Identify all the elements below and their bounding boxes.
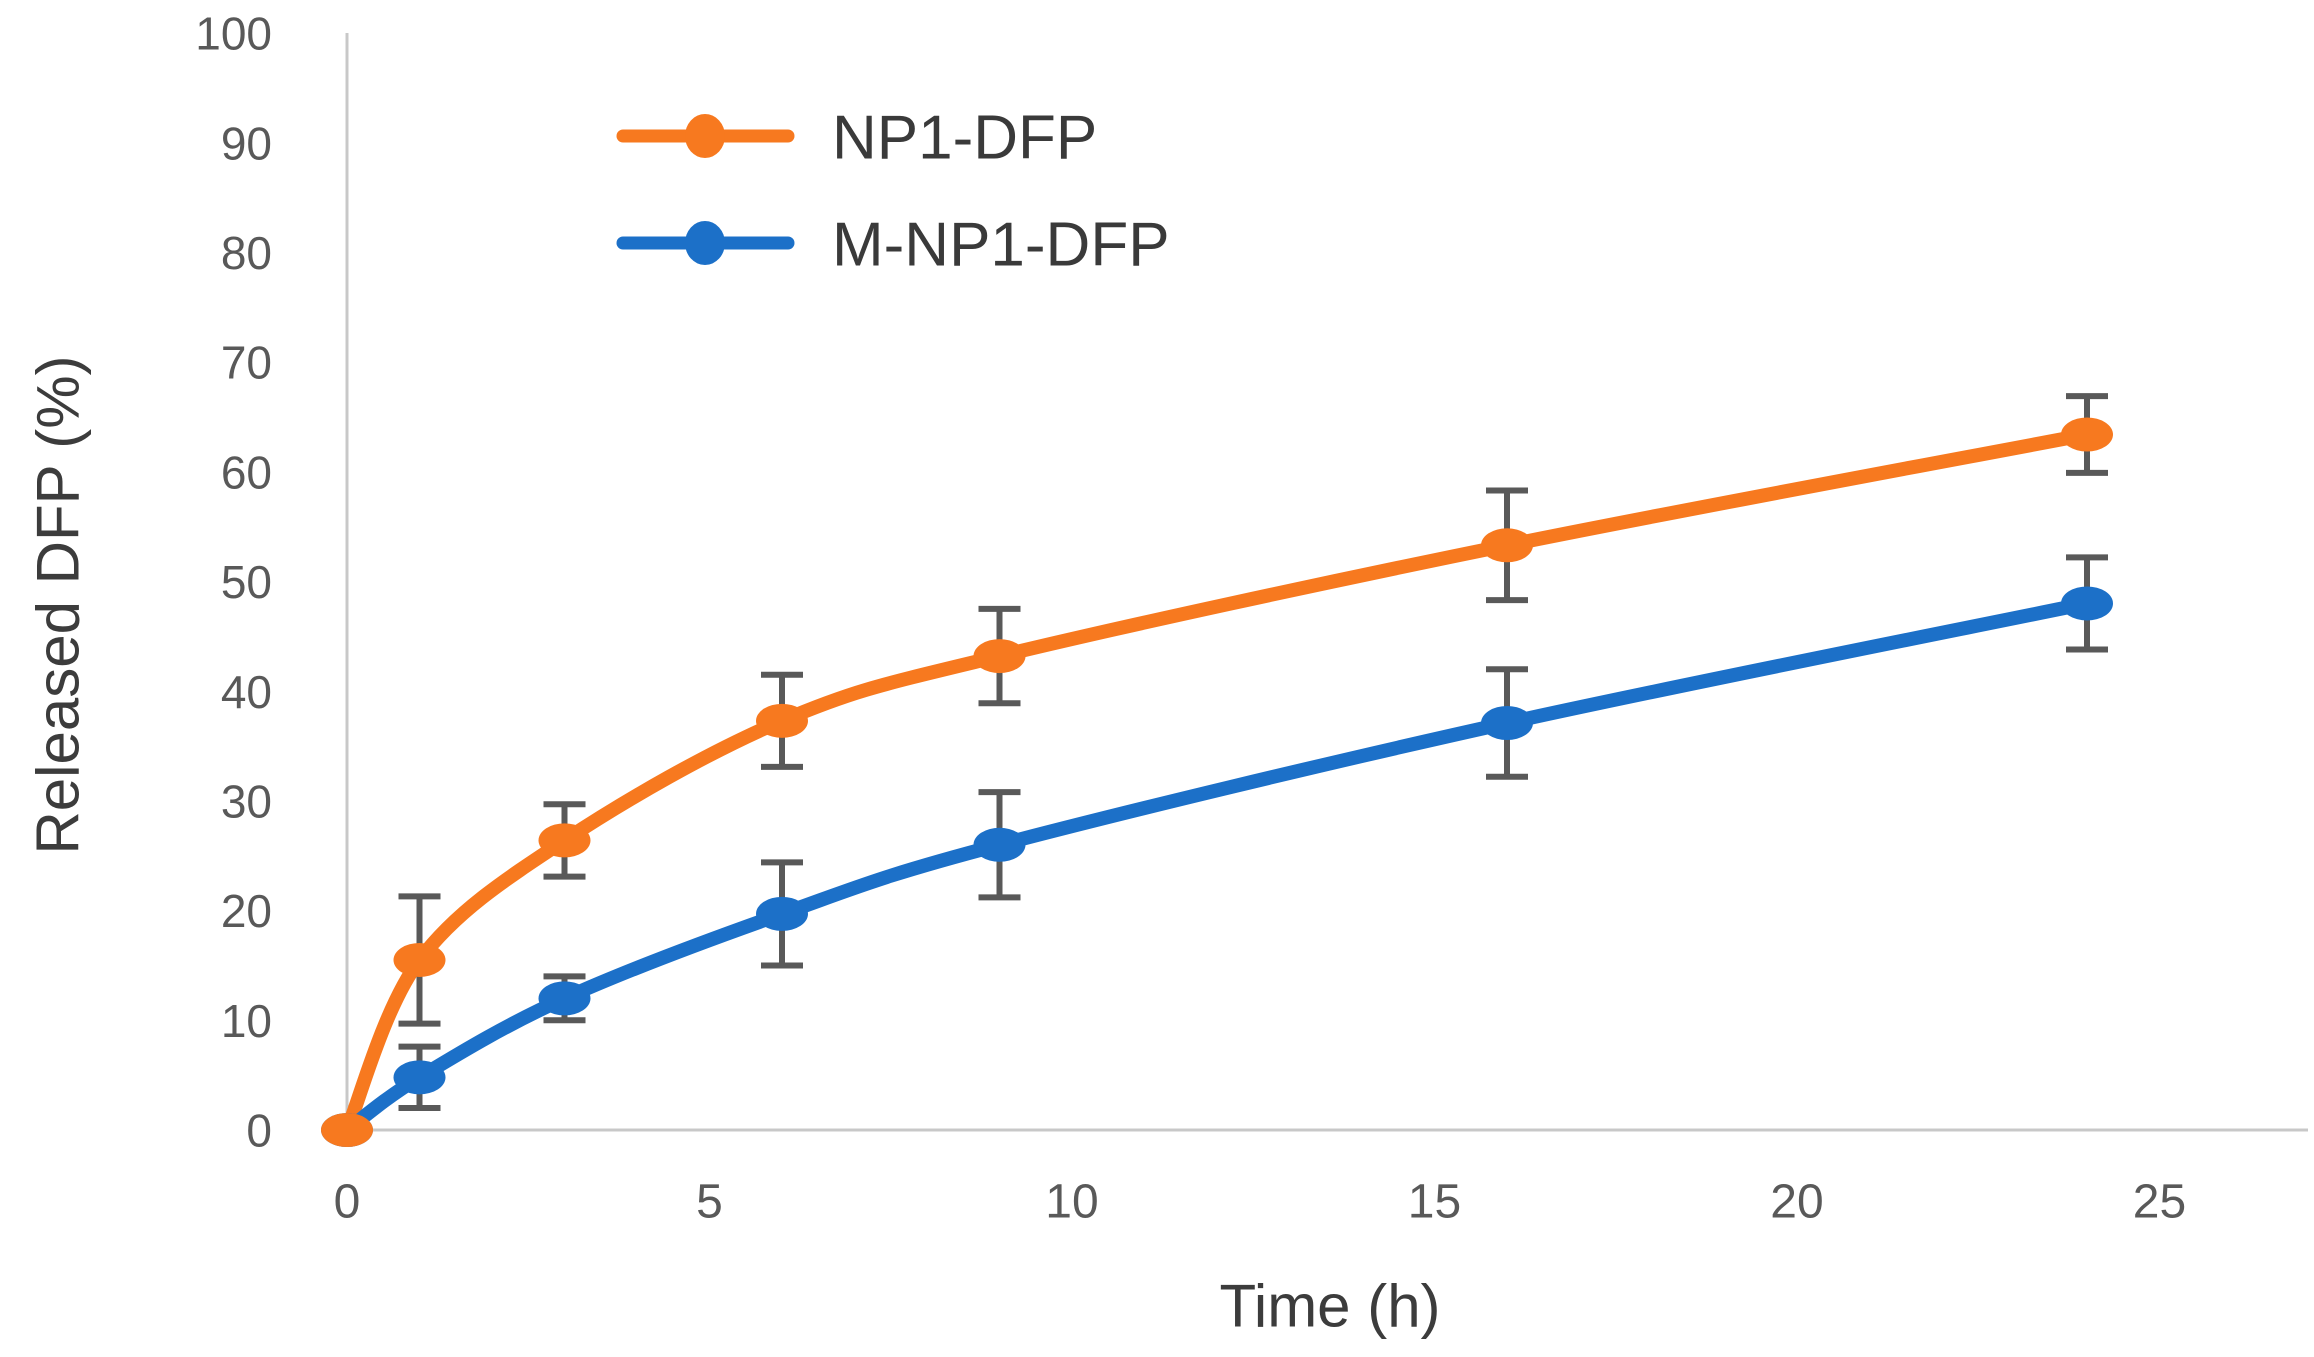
data-point-np1-dfp-t6 <box>756 703 808 738</box>
data-point-np1-dfp-t16 <box>1481 528 1533 563</box>
series-line-m-np1-dfp <box>340 596 2094 1137</box>
series-m-np1-dfp <box>340 554 2108 1137</box>
data-point-m-np1-dfp-t6 <box>756 896 808 931</box>
legend-marker-np1-dfp <box>685 114 725 158</box>
y-axis-title: Released DFP (%) <box>25 355 92 854</box>
y-tick-label-70: 70 <box>221 337 272 389</box>
y-tick-label-90: 90 <box>221 117 272 169</box>
x-tick-label-25: 25 <box>2133 1175 2186 1228</box>
y-tick-label-60: 60 <box>221 446 272 498</box>
data-point-m-np1-dfp-t1 <box>393 1060 446 1095</box>
series-np1-dfp <box>340 393 2108 1137</box>
x-tick-label-0: 0 <box>334 1175 361 1228</box>
data-point-np1-dfp-t9 <box>973 639 1026 674</box>
legend: NP1-DFP M-NP1-DFP <box>616 103 1170 279</box>
data-point-m-np1-dfp-t9 <box>973 827 1026 862</box>
data-point-m-np1-dfp-t16 <box>1481 706 1533 741</box>
data-series-layer <box>321 393 2113 1147</box>
x-axis-title: Time (h) <box>1219 1273 1440 1340</box>
y-tick-label-80: 80 <box>221 227 272 279</box>
legend-label-np1-dfp: NP1-DFP <box>832 103 1097 172</box>
series-line-np1-dfp <box>340 427 2094 1137</box>
x-tick-label-20: 20 <box>1770 1175 1823 1228</box>
axes: 0 10 20 30 40 50 60 70 80 90 100 0 5 10 15 20 25 <box>195 8 2308 1228</box>
data-point-np1-dfp-t24 <box>2061 417 2113 452</box>
legend-item-m-np1-dfp: M-NP1-DFP <box>616 210 1170 279</box>
data-point-m-np1-dfp-t24 <box>2061 586 2113 621</box>
legend-item-np1-dfp: NP1-DFP <box>616 103 1097 172</box>
y-tick-label-20: 20 <box>221 885 272 937</box>
y-tick-label-40: 40 <box>221 666 272 718</box>
x-tick-label-5: 5 <box>696 1175 723 1228</box>
markers-np1-dfp <box>321 417 2113 1147</box>
legend-label-m-np1-dfp: M-NP1-DFP <box>832 210 1170 279</box>
y-tick-label-30: 30 <box>221 775 272 827</box>
data-point-m-np1-dfp-t3 <box>538 981 591 1016</box>
y-tick-label-10: 10 <box>221 995 272 1047</box>
x-tick-label-15: 15 <box>1408 1175 1461 1228</box>
data-point-np1-dfp-t1 <box>393 942 446 977</box>
y-tick-label-50: 50 <box>221 556 272 608</box>
x-tick-label-10: 10 <box>1045 1175 1098 1228</box>
data-point-np1-dfp-t0 <box>321 1113 373 1147</box>
y-tick-label-100: 100 <box>195 8 272 60</box>
markers-m-np1-dfp <box>321 586 2113 1147</box>
y-tick-label-0: 0 <box>246 1105 272 1157</box>
data-point-np1-dfp-t3 <box>538 823 591 858</box>
legend-marker-m-np1-dfp <box>685 221 725 265</box>
